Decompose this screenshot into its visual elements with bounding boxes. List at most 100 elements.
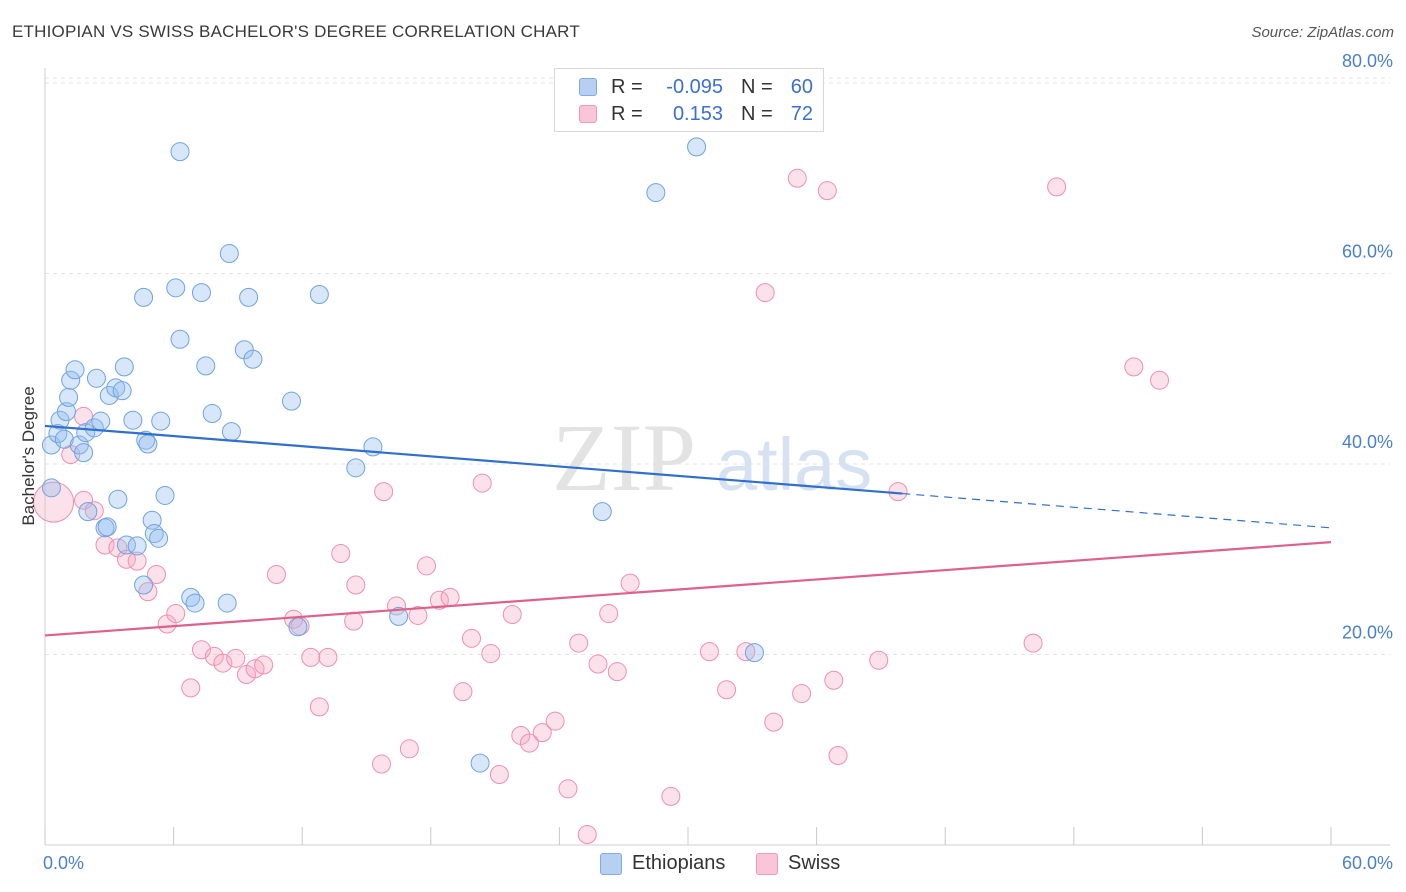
- swiss-point: [266, 565, 286, 585]
- swiss-point: [318, 647, 338, 667]
- r-label: R =: [611, 75, 643, 98]
- ethiopian-point: [221, 422, 241, 442]
- swiss-point: [824, 670, 844, 690]
- n-value: 72: [790, 102, 813, 125]
- n-label: N =: [741, 75, 773, 98]
- ethiopian-point: [170, 142, 190, 162]
- r-value: 0.153: [672, 102, 723, 125]
- ethiopian-point: [687, 137, 707, 157]
- series-legend: Ethiopians Swiss: [0, 852, 1406, 878]
- swiss-point: [502, 605, 522, 625]
- ethiopian-point: [196, 356, 216, 376]
- ethiopian-point: [116, 535, 136, 555]
- swiss-point: [254, 655, 274, 675]
- swiss-point: [828, 745, 848, 765]
- watermark: ZIP atlas: [552, 404, 872, 511]
- ethiopian-point: [592, 502, 612, 522]
- ethiopian-point: [470, 753, 490, 773]
- legend-item-swiss[interactable]: Swiss: [756, 852, 840, 875]
- ethiopian-point: [41, 435, 61, 455]
- ethiopian-point: [61, 370, 81, 390]
- n-label: N =: [741, 102, 773, 125]
- swiss-point: [344, 611, 364, 631]
- swiss-point: [1150, 370, 1170, 390]
- swiss-point: [331, 544, 351, 564]
- ethiopian-point: [185, 593, 205, 613]
- ethiopian-point: [149, 528, 169, 548]
- swiss-point: [481, 644, 501, 664]
- ethiopian-point: [281, 391, 301, 411]
- swiss-point: [417, 556, 437, 576]
- swiss-point: [226, 648, 246, 668]
- ethiopian-point: [138, 434, 158, 454]
- ethiopian-point: [219, 244, 239, 264]
- legend-row-ethiopians: R = -0.095 N = 60: [579, 75, 813, 99]
- swiss-point: [545, 711, 565, 731]
- swiss-point: [146, 565, 166, 585]
- ethiopian-point: [112, 381, 132, 401]
- x-tick-label: 60.0%: [1342, 853, 1393, 873]
- ethiopian-point: [114, 357, 134, 377]
- ethiopian-point: [127, 536, 147, 556]
- swiss-point: [792, 684, 812, 704]
- ethiopian-point: [134, 287, 154, 307]
- swiss-point: [372, 754, 392, 774]
- ethiopian-point: [166, 278, 186, 298]
- swiss-point: [181, 678, 201, 698]
- swiss-point: [399, 739, 419, 759]
- legend-label-swiss: Swiss: [788, 852, 841, 874]
- ethiopian-point: [155, 485, 175, 505]
- ethiopian-point: [288, 617, 308, 637]
- axes: [44, 68, 1390, 846]
- ethiopian-point: [41, 478, 61, 498]
- ethiopian-point: [123, 410, 143, 430]
- ethiopian-point: [243, 349, 263, 369]
- source-label: Source: ZipAtlas.com: [1251, 24, 1394, 41]
- swiss-point: [166, 604, 186, 624]
- swiss-point: [1023, 633, 1043, 653]
- swiss-point: [519, 733, 539, 753]
- swiss-point: [577, 825, 597, 845]
- swiss-point: [607, 662, 627, 682]
- swiss-point: [699, 642, 719, 662]
- ethiopian-point: [389, 606, 409, 626]
- swiss-point: [489, 765, 509, 785]
- chart-title: ETHIOPIAN VS SWISS BACHELOR'S DEGREE COR…: [12, 22, 580, 41]
- ethiopian-points: [41, 137, 764, 773]
- ethiopian-point: [74, 443, 94, 463]
- legend-item-ethiopians[interactable]: Ethiopians: [600, 852, 725, 875]
- ethiopian-point: [78, 502, 98, 522]
- swiss-point: [787, 168, 807, 188]
- swiss-point: [127, 551, 147, 571]
- swiss-point: [764, 712, 784, 732]
- ethiopian-point: [91, 411, 111, 431]
- swiss-point: [558, 779, 578, 799]
- legend-label-ethiopians: Ethiopians: [632, 852, 726, 874]
- ethiopian-point: [217, 593, 237, 613]
- ethiopian-point: [108, 489, 128, 509]
- ethiopian-point: [239, 287, 259, 307]
- swiss-point: [213, 653, 233, 673]
- ethiopian-point: [134, 575, 154, 595]
- swiss-point: [472, 473, 492, 493]
- ethiopian-point: [86, 368, 106, 388]
- swiss-point: [453, 682, 473, 702]
- swiss-swatch: [579, 105, 597, 123]
- swiss-point: [309, 697, 329, 717]
- swiss-point: [301, 647, 321, 667]
- ethiopian-point: [309, 284, 329, 304]
- y-axis-title: Bachelor's Degree: [19, 386, 38, 525]
- ethiopian-point: [346, 458, 366, 478]
- swiss-point: [717, 680, 737, 700]
- ethiopian-point: [151, 411, 171, 431]
- ethiopian-point: [646, 183, 666, 203]
- swiss-trend-line: [44, 541, 1332, 637]
- n-value: 60: [790, 75, 813, 98]
- swiss-point: [1047, 177, 1067, 197]
- trendlines: [44, 424, 1332, 637]
- swiss-point: [374, 482, 394, 502]
- swiss-point: [588, 654, 608, 674]
- legend-row-swiss: R = 0.153 N = 72: [579, 102, 813, 126]
- swiss-point: [1124, 357, 1144, 377]
- swiss-point: [408, 605, 428, 625]
